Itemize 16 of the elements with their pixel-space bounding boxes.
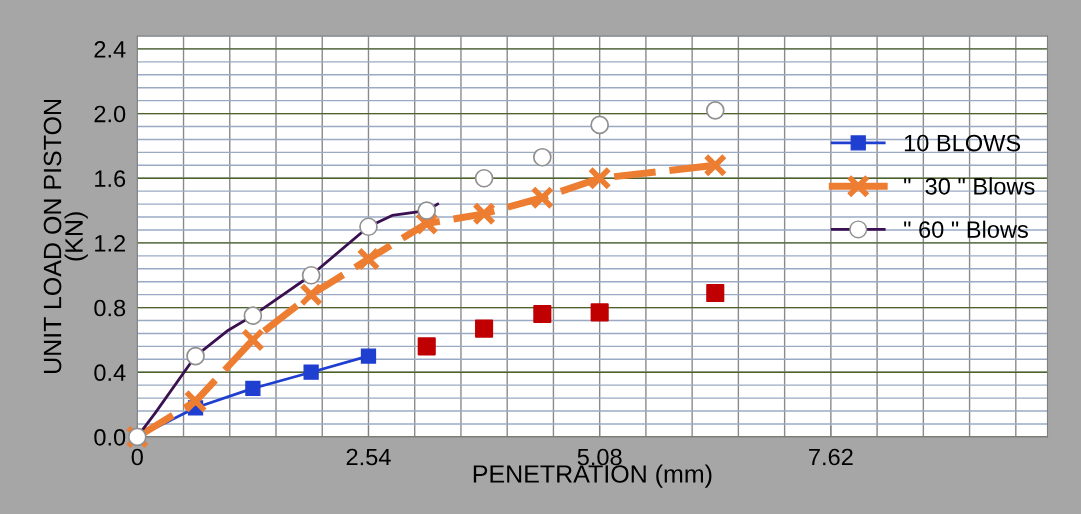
y-tick-label: 1.6 [95, 170, 126, 188]
x-tick-label: 0 [131, 448, 143, 466]
y-tick-label: 0.0 [94, 428, 126, 446]
y-tick-label: 1.2 [95, 234, 125, 252]
y-tick-label: 2.0 [94, 105, 126, 123]
y-tick-label: 0.8 [94, 299, 126, 317]
y-axis-title: UNIT LOAD ON PISTON (KN) [43, 100, 88, 373]
x-tick-label: 2.54 [346, 448, 391, 466]
x-axis-title: PENETRATION (mm) [473, 464, 712, 488]
x-tick-label: 7.62 [809, 448, 853, 466]
y-tick-label: 2.4 [94, 40, 126, 58]
legend-label: " 60 " Blows [904, 220, 1028, 238]
y-tick-label: 0.4 [94, 364, 126, 382]
legend-label: " 30 " Blows [904, 177, 1035, 195]
x-tick-label: 5.08 [577, 448, 622, 466]
legend-label: 10 BLOWS [904, 134, 1021, 152]
